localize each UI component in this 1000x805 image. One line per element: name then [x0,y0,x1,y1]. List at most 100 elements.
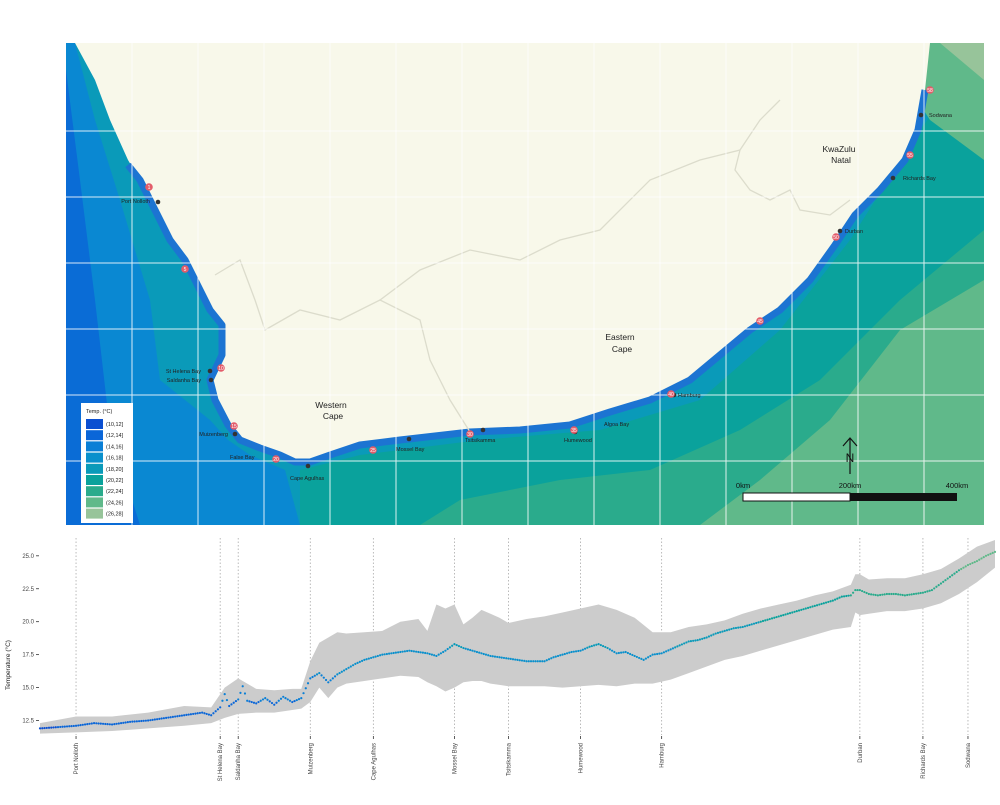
temperature-point [948,575,952,578]
temperature-point [345,668,348,671]
temperature-point [225,698,229,702]
temperature-point [189,713,193,716]
temperature-point [881,593,884,596]
legend-label-2: (14,16] [106,444,124,450]
temperature-point [786,612,789,615]
temperature-point [246,699,249,702]
place-label-humewood: Humewood [564,438,592,444]
temperature-point [561,653,564,656]
svg-text:15: 15 [231,424,237,430]
temperature-point [525,660,528,663]
temperature-point [518,659,521,662]
temperature-point [638,656,641,660]
site-marker-25: 25 [369,446,377,454]
temperature-point [595,643,598,646]
temperature-point [827,600,830,604]
x-tick-label-0: Port Nolloth [74,743,80,774]
temperature-point [147,719,150,722]
temperature-point [973,560,976,564]
temperature-point [888,592,891,596]
temperature-point [198,711,202,715]
temperature-point [232,701,235,704]
temperature-point [216,708,220,711]
temperature-point [685,641,688,644]
scale-label-400: 400km [946,481,969,490]
temperature-point [482,652,485,656]
temperature-point [604,645,607,649]
temperature-point [135,720,138,723]
temperature-point [739,626,742,629]
border-kwazulu-natal [734,149,851,216]
temperature-point [667,649,670,652]
temperature-point [167,716,170,719]
temperature-point [514,658,517,661]
temperature-point [448,646,452,649]
temperature-point [608,648,611,651]
temperature-point [491,655,494,658]
temperature-point [683,642,686,645]
legend-label-0: (10,12] [106,422,124,428]
legend-swatch-2 [86,441,103,452]
legend-label-3: (16,18] [106,456,124,462]
map-frame [66,43,984,525]
temperature-point [984,554,988,557]
temperature-point [214,710,217,713]
y-tick-label-4: 22.5 [22,587,34,593]
chart-canvas: Temperature (°C) 12.5 15.0 17.5 20.0 22.5 25.… [4,538,997,781]
temperature-point [90,722,93,725]
temperature-point [437,653,440,656]
svg-text:20: 20 [273,457,279,463]
temperature-point [622,651,625,654]
temperature-point [473,650,476,653]
temperature-point [203,712,206,715]
temperature-point [809,606,812,609]
temperature-point [723,629,726,633]
temperature-point [705,636,708,639]
place-label-durban: Durban [845,229,863,235]
temperature-point [194,712,197,715]
temperature-point [574,650,578,653]
temperature-point [306,682,310,685]
svg-text:1: 1 [148,185,151,191]
temperature-point [455,643,458,647]
site-marker-15: 15 [230,422,238,430]
temperature-point [505,657,508,660]
temperature-point [223,693,226,696]
temperature-point [601,644,605,648]
temperature-point [703,637,706,640]
temperature-point [291,700,294,704]
temperature-range-band [40,540,995,734]
temperature-point [219,706,222,709]
temperature-point [424,651,427,655]
temperature-point [836,597,839,600]
temperature-point [590,644,593,648]
place-label-muizenberg: Muizenberg [199,432,228,438]
place-dot-muizenberg [232,431,238,437]
temperature-point [43,726,46,730]
legend-swatch-6 [86,486,103,497]
temperature-point [174,715,177,718]
temperature-point [300,697,303,700]
temperature-point [277,699,280,702]
temperature-point [257,700,260,704]
temperature-point [586,646,589,649]
place-dot-richards-bay [890,175,896,181]
temperature-point [583,647,587,650]
temperature-point [935,585,938,588]
temperature-point [730,627,733,631]
temperature-point [487,654,490,657]
temperature-point [964,565,967,568]
temperature-point [631,653,634,657]
temperature-point [101,722,105,725]
temperature-point [180,714,183,717]
temperature-point [70,725,73,728]
temperature-point [766,618,769,621]
coastal-strip [125,89,929,466]
temperature-point [122,721,125,724]
temperature-point [694,639,697,642]
temperature-point [126,721,129,724]
y-tick-label-5: 25.0 [22,554,34,560]
temperature-point [169,716,172,719]
temperature-point [284,697,287,700]
temperature-point [493,655,497,658]
